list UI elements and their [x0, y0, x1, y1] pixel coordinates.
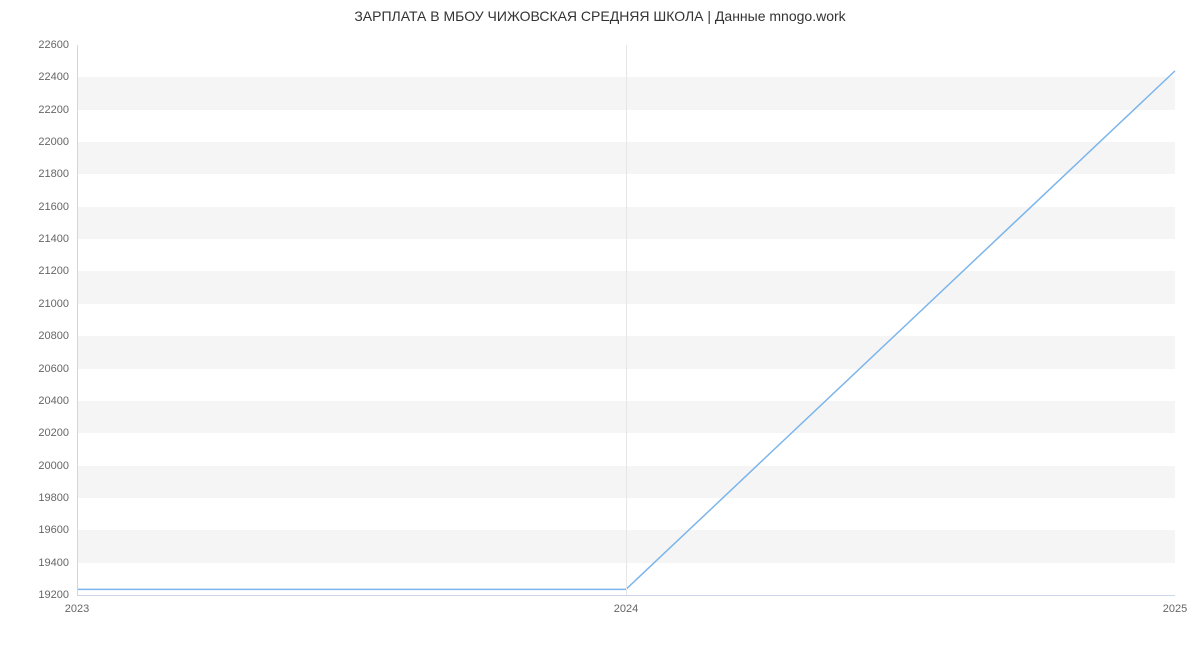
- x-tick-label: 2023: [65, 603, 89, 615]
- y-tick-label: 21000: [38, 298, 69, 310]
- y-tick-label: 19400: [38, 557, 69, 569]
- x-tick-label: 2025: [1163, 603, 1187, 615]
- y-tick-label: 20200: [38, 427, 69, 439]
- y-tick-label: 20600: [38, 363, 69, 375]
- y-tick-label: 21200: [38, 265, 69, 277]
- y-tick-label: 22000: [38, 136, 69, 148]
- y-tick-label: 20400: [38, 395, 69, 407]
- y-tick-label: 20000: [38, 460, 69, 472]
- y-tick-label: 21600: [38, 201, 69, 213]
- y-tick-label: 22200: [38, 104, 69, 116]
- y-tick-label: 19200: [38, 589, 69, 601]
- y-tick-label: 21800: [38, 168, 69, 180]
- y-tick-label: 21400: [38, 233, 69, 245]
- x-axis-line: [77, 595, 1175, 596]
- y-axis-line: [77, 45, 78, 595]
- chart-title: ЗАРПЛАТА В МБОУ ЧИЖОВСКАЯ СРЕДНЯЯ ШКОЛА …: [0, 8, 1200, 24]
- y-tick-label: 22600: [38, 39, 69, 51]
- y-tick-label: 19600: [38, 524, 69, 536]
- salary-line-chart: ЗАРПЛАТА В МБОУ ЧИЖОВСКАЯ СРЕДНЯЯ ШКОЛА …: [0, 0, 1200, 650]
- y-tick-label: 22400: [38, 71, 69, 83]
- y-tick-label: 20800: [38, 330, 69, 342]
- y-tick-label: 19800: [38, 492, 69, 504]
- x-grid-line: [626, 45, 627, 595]
- x-tick-label: 2024: [614, 603, 638, 615]
- plot-area: 1920019400196001980020000202002040020600…: [77, 45, 1175, 595]
